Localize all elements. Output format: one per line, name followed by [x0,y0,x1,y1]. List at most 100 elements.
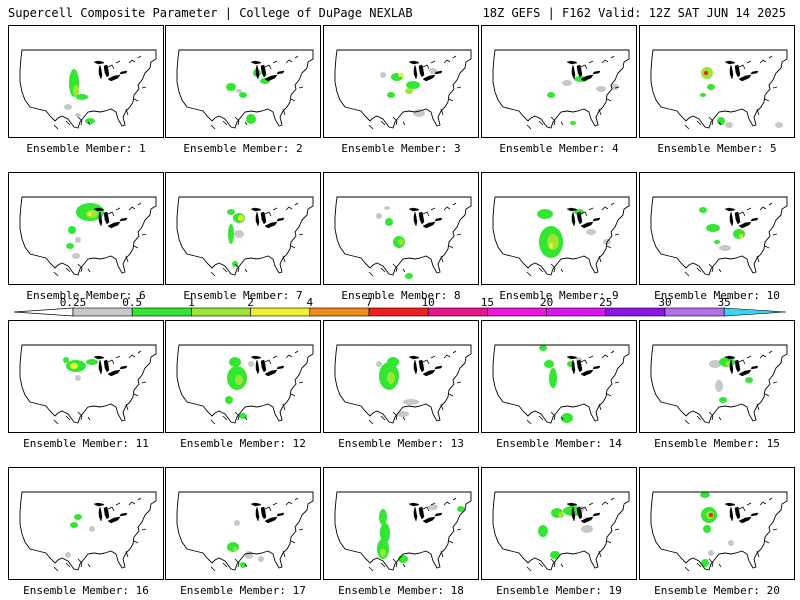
coast-fragment [708,411,722,421]
coast-fragment [684,415,702,425]
us-border [176,491,314,571]
scp-contour [704,71,708,75]
coast-fragment [440,528,462,558]
ensemble-member-panel: Ensemble Member: 8 [323,172,479,302]
great-lake [107,74,121,82]
coast-fragment [550,558,564,568]
great-lake [98,64,103,80]
scp-contour [413,109,425,117]
ensemble-member-panel: Ensemble Member: 1 [8,25,164,155]
great-lake [750,512,759,517]
member-map [481,467,637,580]
scp-contour [89,526,95,532]
great-lake [264,516,278,524]
colorbar-label: 7 [366,296,373,309]
great-lake [98,211,103,227]
colorbar-label: 0.5 [122,296,142,309]
great-lake [580,221,594,229]
map-frame [165,467,321,580]
us-border [19,344,157,424]
coast-fragment [440,233,462,263]
map-frame [639,172,795,285]
member-caption: Ensemble Member: 2 [183,142,303,155]
coast-fragment [526,267,544,277]
member-map [8,172,164,285]
great-lake [103,506,110,520]
great-lake [434,217,443,222]
scp-contour [75,375,81,381]
scp-contour [547,234,559,250]
member-map [323,320,479,433]
colorbar-segment [131,307,192,317]
scp-contour [581,525,593,533]
great-lake [434,70,443,75]
scp-contour [70,363,78,369]
ensemble-member-panel: Ensemble Member: 15 [639,320,795,450]
scp-contour [248,361,254,367]
great-lake [738,221,752,229]
member-map [639,320,795,433]
ensemble-member-panel: Ensemble Member: 10 [639,172,795,302]
map-frame [639,320,795,433]
us-border [492,196,630,276]
great-lake [93,502,105,507]
coast-fragment [443,202,457,211]
scp-contour [238,215,244,221]
coast-fragment [128,202,142,211]
scp-contour [72,253,80,259]
ensemble-member-panel: Ensemble Member: 2 [165,25,321,155]
coast-fragment [443,497,457,506]
scp-contour [405,88,413,94]
great-lake [264,221,278,229]
coast-fragment [708,558,722,568]
ensemble-member-panel: Ensemble Member: 12 [165,320,321,450]
great-lake [413,211,418,227]
coast-fragment [738,502,752,512]
map-frame [323,25,479,138]
ensemble-member-panel: Ensemble Member: 6 [8,172,164,302]
ensemble-member-panel: Ensemble Member: 9 [481,172,637,302]
coast-fragment [107,60,121,70]
us-border [334,344,472,424]
scp-contour [701,559,709,567]
scp-contour [709,513,713,517]
coast-fragment [598,528,620,558]
scp-contour [586,229,596,235]
coast-fragment [77,411,91,421]
scp-contour [387,372,395,384]
scp-contour [403,399,419,405]
coast-fragment [601,202,615,211]
colorbar-label: 1 [188,296,195,309]
great-lake [413,64,418,80]
coast-fragment [107,502,121,512]
coast-fragment [392,411,406,421]
member-map [165,25,321,138]
colorbar-segment [309,307,370,317]
great-lake [408,502,420,507]
great-lake [434,512,443,517]
member-map [323,25,479,138]
scp-contour [246,114,256,124]
scp-contour [398,73,404,77]
ensemble-member-panel: Ensemble Member: 7 [165,172,321,302]
great-lake [729,211,734,227]
coast-fragment [234,558,248,568]
great-lake [413,506,418,522]
coast-fragment [210,562,228,572]
scp-contour [405,273,413,279]
ensemble-member-panel: Ensemble Member: 17 [165,467,321,597]
colorbar-segment [487,307,547,317]
map-frame [8,467,164,580]
scp-contour [725,122,733,128]
coast-fragment [684,267,702,277]
coast-fragment [77,116,91,126]
great-lake [418,359,425,373]
member-map [8,467,164,580]
scp-contour [226,83,236,91]
member-caption: Ensemble Member: 8 [341,289,461,302]
great-lake [93,355,105,360]
coast-fragment [392,558,406,568]
us-border [176,196,314,276]
great-lake [750,217,759,222]
us-border [650,49,788,129]
